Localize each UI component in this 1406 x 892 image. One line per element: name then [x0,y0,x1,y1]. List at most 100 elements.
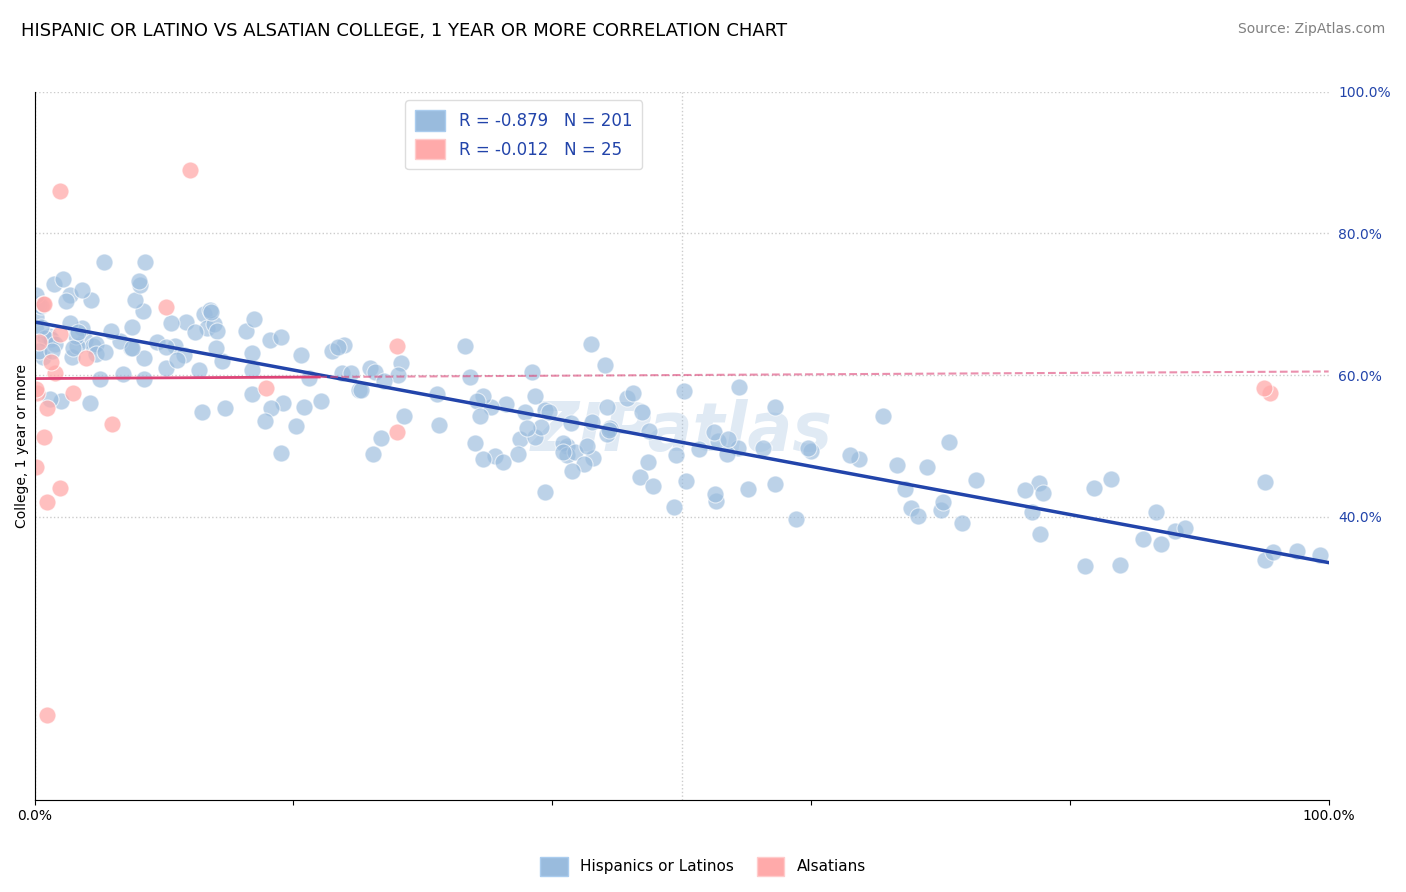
Point [387,368,409,383]
Point [155,340,177,354]
Point [595,358,617,372]
Point [110,334,132,348]
Point [596,426,619,441]
Point [173,347,195,361]
Point [1164,524,1187,538]
Point [929,503,952,517]
Point [631,405,654,419]
Point [30,299,52,313]
Point [73,333,96,347]
Point [492,455,515,469]
Point [101,417,124,432]
Point [800,444,823,458]
Point [599,421,621,435]
Point [717,432,740,446]
Point [235,324,257,338]
Point [1174,521,1197,535]
Point [575,439,598,453]
Point [472,452,495,467]
Point [121,342,143,356]
Point [484,449,506,463]
Point [737,482,759,496]
Point [561,465,583,479]
Point [472,389,495,403]
Point [616,391,638,405]
Point [538,405,561,419]
Point [785,512,807,526]
Point [41,355,63,369]
Point [900,501,922,516]
Point [134,254,156,268]
Point [292,400,315,414]
Point [389,356,412,370]
Point [271,396,294,410]
Point [479,400,502,414]
Point [932,495,955,509]
Point [132,304,155,318]
Point [673,384,696,398]
Point [270,330,292,344]
Point [65,329,87,343]
Point [524,430,547,444]
Point [1021,505,1043,519]
Point [30,320,52,334]
Point [638,425,661,439]
Point [385,425,408,439]
Point [530,419,553,434]
Point [25,323,48,337]
Point [28,344,51,359]
Point [1101,473,1123,487]
Point [628,470,651,484]
Point [80,293,103,308]
Point [59,316,82,330]
Point [32,297,55,311]
Point [621,386,644,401]
Point [124,293,146,307]
Point [160,316,183,330]
Point [454,339,477,353]
Point [66,339,89,353]
Point [28,335,51,350]
Point [1144,505,1167,519]
Point [200,303,222,318]
Point [49,184,72,198]
Point [551,435,574,450]
Point [886,458,908,473]
Point [703,487,725,501]
Point [34,330,56,344]
Point [1074,558,1097,573]
Point [513,405,536,419]
Point [1132,532,1154,546]
Point [72,320,94,334]
Point [55,294,77,309]
Point [470,409,492,423]
Point [120,341,142,355]
Point [179,162,201,177]
Point [67,326,90,340]
Point [86,347,108,361]
Point [311,394,333,409]
Point [38,328,60,343]
Point [195,320,218,334]
Point [347,384,370,398]
Point [581,336,603,351]
Point [596,400,619,414]
Point [392,409,415,423]
Point [93,254,115,268]
Point [134,351,156,365]
Point [894,482,917,496]
Point [465,394,488,409]
Point [242,346,264,360]
Point [564,445,586,459]
Point [82,338,104,352]
Point [664,500,686,515]
Point [637,455,659,469]
Point [52,272,75,286]
Point [1032,485,1054,500]
Point [1083,481,1105,495]
Point [193,307,215,321]
Point [44,337,66,351]
Point [202,318,225,332]
Point [49,327,72,342]
Point [704,493,727,508]
